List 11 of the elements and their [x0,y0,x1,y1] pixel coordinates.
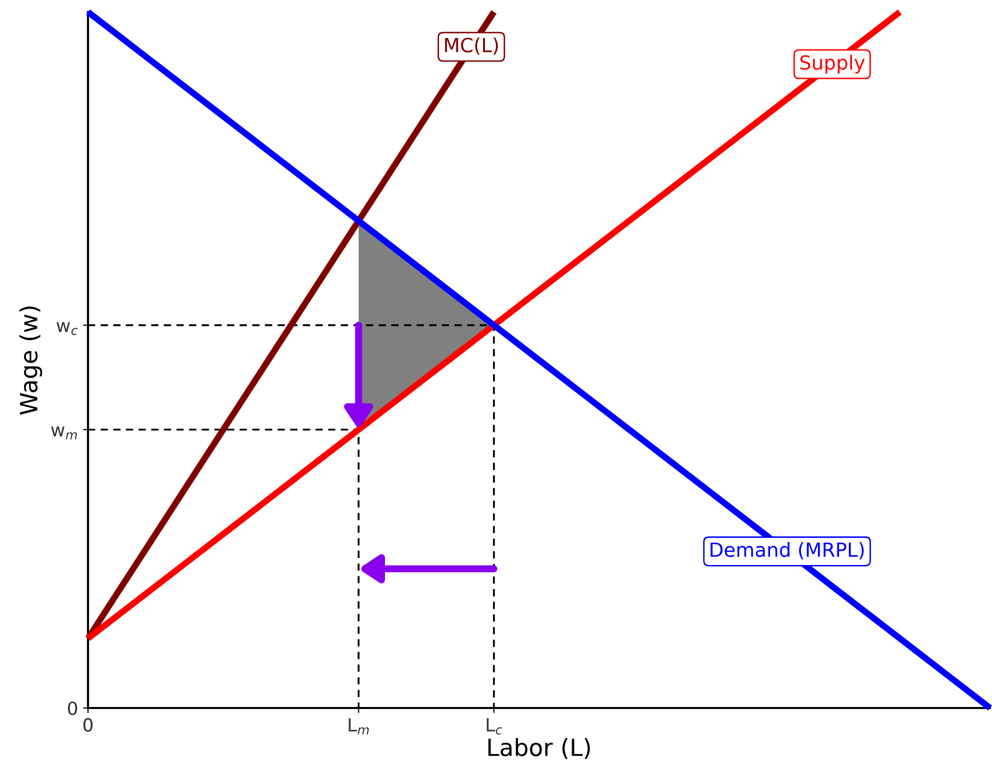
annotation: Demand (MRPL) [710,542,864,560]
x-tick-label: L$_{c}$ [486,718,502,735]
ref-line-label: w$_{m}$ [51,426,77,440]
annotation: Supply [800,54,865,74]
y-axis-title: Wage (w) [19,306,42,415]
x-axis-title: Labor (L) [488,738,590,760]
x-tick-label: L$_{m}$ [348,718,369,734]
x-tick-label: 0 [83,718,93,732]
ref-line-label: 0 [68,701,78,716]
annotation: MC(L) [445,37,498,55]
ref-line-label: w$_{c}$ [56,322,78,336]
